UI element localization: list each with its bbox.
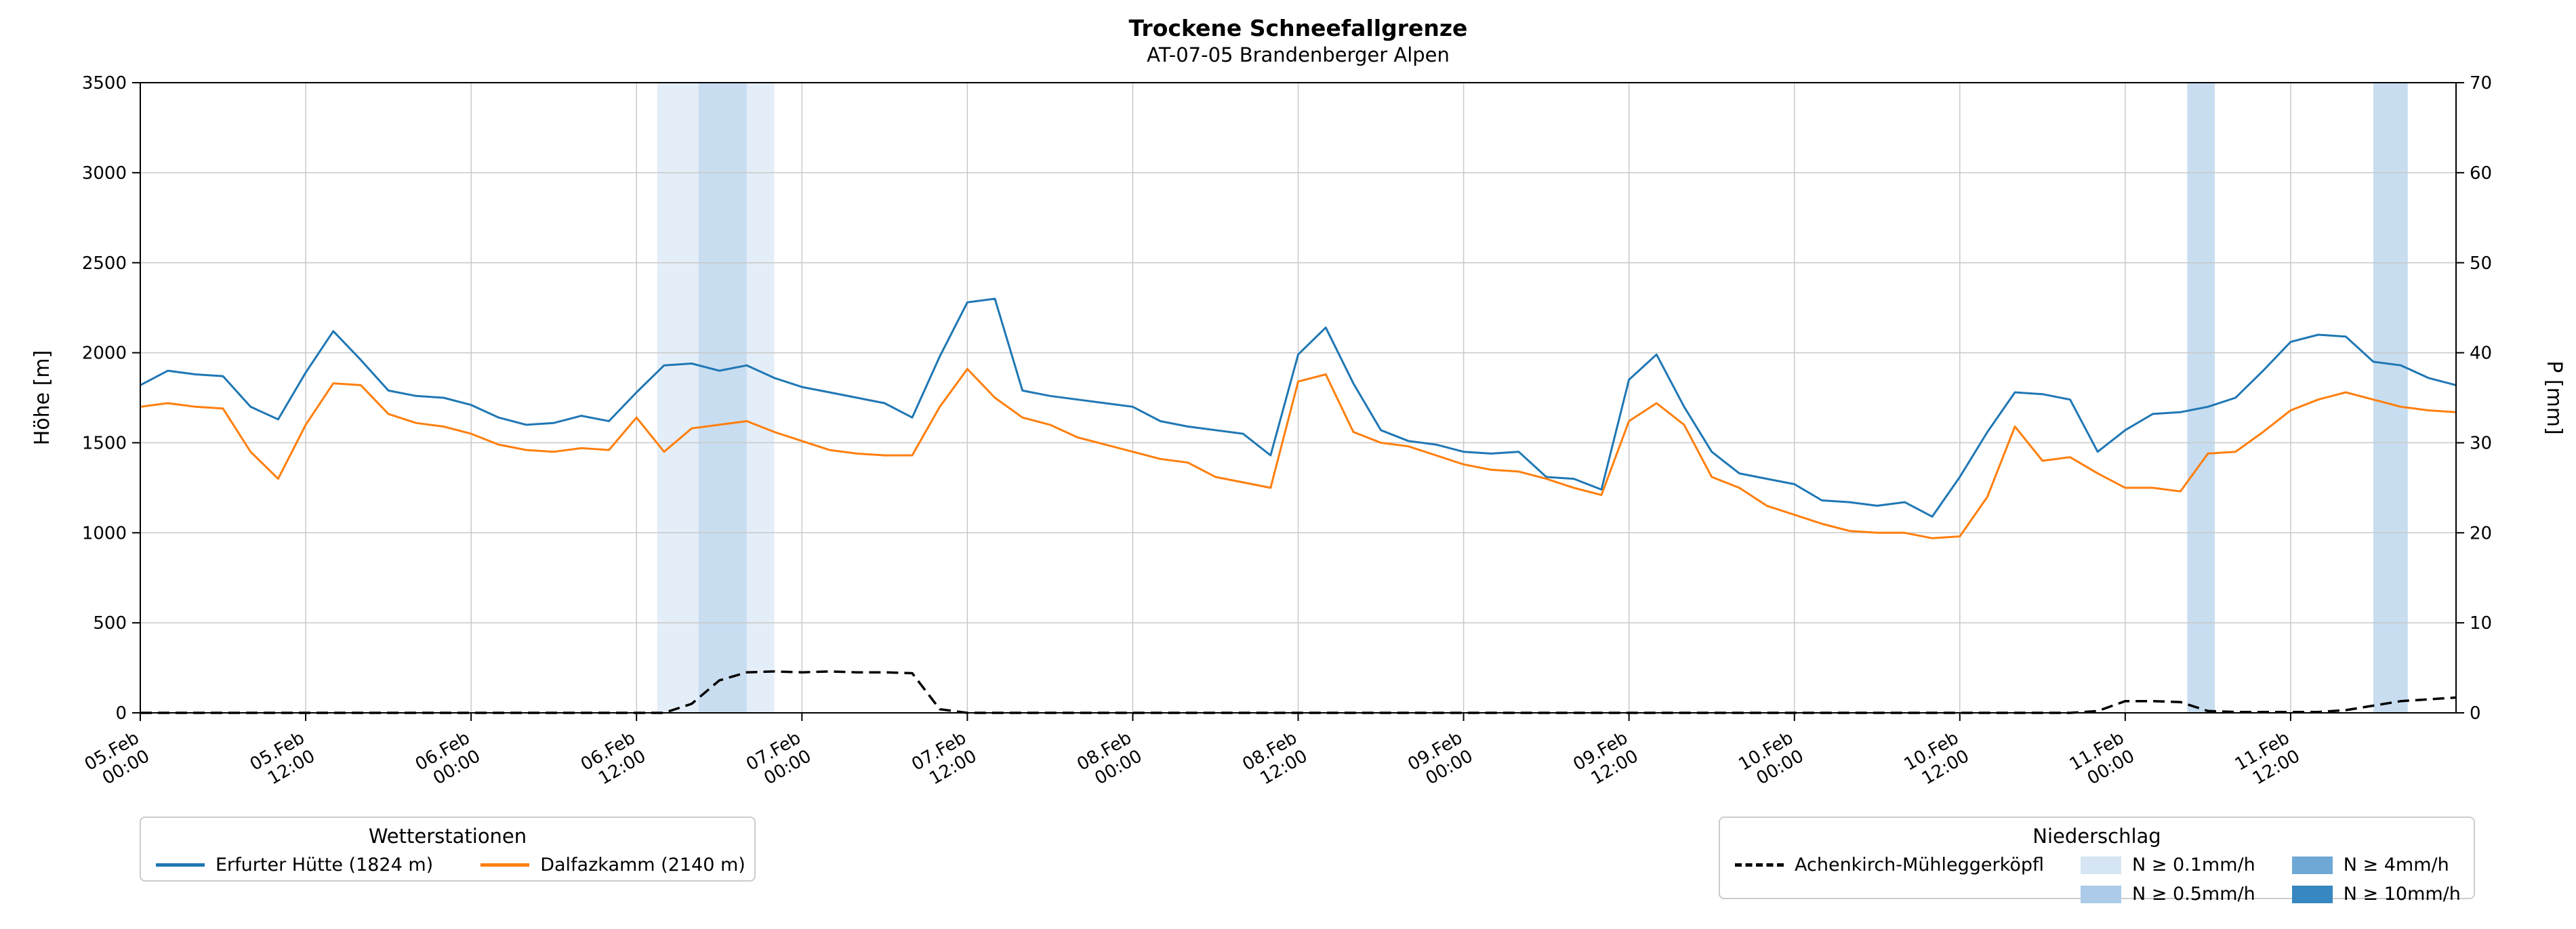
legend-entry-erfurter-huette: Erfurter Hütte (1824 m) (156, 854, 433, 875)
x-tick-label: 05.Feb12:00 (247, 728, 319, 793)
y-right-tick-label: 10 (2470, 613, 2492, 634)
y-right-tick-label: 60 (2470, 163, 2492, 184)
y-right-tick-label: 0 (2470, 703, 2481, 724)
series-line-weather-station (140, 368, 2457, 539)
n4-patch (2291, 856, 2333, 874)
legend-entry-n4: N ≥ 4mm/h (2291, 854, 2461, 875)
legend-entry-achenkirch: Achenkirch-Mühleggerköpfl (1735, 854, 2044, 875)
y-left-tick-label: 2000 (82, 344, 127, 364)
n4-label: N ≥ 4mm/h (2343, 854, 2449, 875)
precip-band (698, 83, 747, 713)
x-tick-label: 07.Feb12:00 (908, 728, 980, 793)
x-tick-label: 09.Feb12:00 (1570, 728, 1641, 793)
y-right-tick-label: 20 (2470, 523, 2492, 543)
x-tick-label: 09.Feb00:00 (1404, 728, 1476, 793)
svg-text:08.Feb00:00: 08.Feb00:00 (1074, 728, 1145, 793)
y-right-tick-label: 50 (2470, 253, 2492, 274)
n01-label: N ≥ 0.1mm/h (2131, 854, 2255, 875)
x-tick-label: 05.Feb00:00 (81, 728, 153, 793)
x-tick-label: 06.Feb00:00 (412, 728, 484, 793)
series-line-weather-station (140, 297, 2457, 518)
svg-text:11.Feb00:00: 11.Feb00:00 (2066, 728, 2138, 793)
n10-label: N ≥ 10mm/h (2343, 884, 2461, 905)
n10-patch (2291, 885, 2333, 903)
erfurter-huette-label: Erfurter Hütte (1824 m) (216, 854, 434, 875)
dalfazkamm-line-sample (481, 863, 530, 867)
x-tick-label: 11.Feb12:00 (2232, 728, 2304, 793)
achenkirch-label: Achenkirch-Mühleggerköpfl (1795, 854, 2044, 875)
y-left-axis-title: Höhe [m] (30, 350, 54, 446)
precip-band (657, 83, 699, 713)
legend-entry-n01: N ≥ 0.1mm/h (2080, 854, 2255, 875)
chart-subtitle: AT-07-05 Brandenberger Alpen (1147, 43, 1450, 66)
n05-label: N ≥ 0.5mm/h (2131, 884, 2255, 905)
x-tick-label: 08.Feb12:00 (1239, 728, 1311, 793)
erfurter-huette-line-sample (156, 863, 205, 867)
chart-title: Trockene Schneefallgrenze (1128, 15, 1468, 41)
x-tick-label: 10.Feb12:00 (1901, 728, 1973, 793)
y-left-tick-label: 3000 (82, 163, 127, 184)
legend-entry-n10: N ≥ 10mm/h (2291, 884, 2461, 905)
y-left-tick-label: 1000 (82, 523, 127, 543)
legend-niederschlag-title: Niederschlag (2032, 825, 2161, 848)
y-left-tick-label: 3500 (82, 73, 127, 94)
y-right-tick-label: 70 (2470, 73, 2492, 94)
y-left-tick-label: 1500 (82, 434, 127, 454)
svg-text:06.Feb00:00: 06.Feb00:00 (412, 728, 484, 793)
snowfall-line-chart: 0 500 1000 1500 2000 2500 3000 3500 0 10 20 30 40 50 6… (30, 73, 2566, 793)
svg-text:07.Feb12:00: 07.Feb12:00 (908, 728, 980, 793)
y-left-tick-label: 0 (115, 703, 127, 724)
svg-text:08.Feb12:00: 08.Feb12:00 (1239, 728, 1311, 793)
legend-wetterstationen-title: Wetterstationen (368, 825, 527, 848)
y-right-tick-label: 30 (2470, 434, 2492, 454)
svg-text:10.Feb12:00: 10.Feb12:00 (1901, 728, 1973, 793)
achenkirch-dashed-line-sample (1735, 863, 1784, 867)
x-tick-label: 11.Feb00:00 (2066, 728, 2138, 793)
n05-patch (2080, 885, 2121, 903)
precip-band (2373, 83, 2408, 713)
svg-text:11.Feb12:00: 11.Feb12:00 (2232, 728, 2304, 793)
svg-text:09.Feb00:00: 09.Feb00:00 (1404, 728, 1476, 793)
y-left-tick-label: 500 (93, 613, 127, 634)
precip-band (746, 83, 775, 713)
svg-text:07.Feb00:00: 07.Feb00:00 (743, 728, 815, 793)
legend-wetterstationen: Wetterstationen Erfurter Hütte (1824 m) … (140, 817, 756, 882)
x-tick-label: 06.Feb12:00 (577, 728, 649, 793)
precip-levels-column-2: N ≥ 4mm/h N ≥ 10mm/h (2291, 854, 2461, 905)
precip-band (2187, 83, 2215, 713)
legend-niederschlag: Niederschlag Achenkirch-Mühleggerköpfl N… (1719, 817, 2475, 905)
precip-levels-column-1: N ≥ 0.1mm/h N ≥ 0.5mm/h (2080, 854, 2255, 905)
svg-text:05.Feb12:00: 05.Feb12:00 (247, 728, 319, 793)
legend-entry-dalfazkamm: Dalfazkamm (2140 m) (481, 854, 745, 875)
y-right-tick-label: 40 (2470, 344, 2492, 364)
x-tick-label: 07.Feb00:00 (743, 728, 815, 793)
svg-text:06.Feb12:00: 06.Feb12:00 (577, 728, 649, 793)
svg-text:10.Feb00:00: 10.Feb00:00 (1736, 728, 1807, 793)
svg-text:09.Feb12:00: 09.Feb12:00 (1570, 728, 1641, 793)
legend-entry-n05: N ≥ 0.5mm/h (2080, 884, 2255, 905)
x-tick-label: 08.Feb00:00 (1074, 728, 1145, 793)
precip-station-column: Achenkirch-Mühleggerköpfl (1735, 854, 2044, 905)
svg-text:05.Feb00:00: 05.Feb00:00 (81, 728, 153, 793)
y-right-axis-title: P [mm] (2542, 360, 2566, 434)
dalfazkamm-label: Dalfazkamm (2140 m) (540, 854, 745, 875)
x-tick-label: 10.Feb00:00 (1736, 728, 1807, 793)
n01-patch (2080, 856, 2121, 874)
y-left-tick-label: 2500 (82, 253, 127, 274)
